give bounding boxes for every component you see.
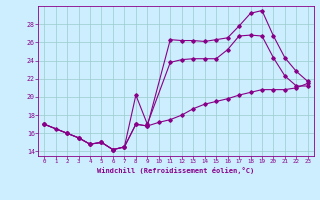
X-axis label: Windchill (Refroidissement éolien,°C): Windchill (Refroidissement éolien,°C) [97, 167, 255, 174]
